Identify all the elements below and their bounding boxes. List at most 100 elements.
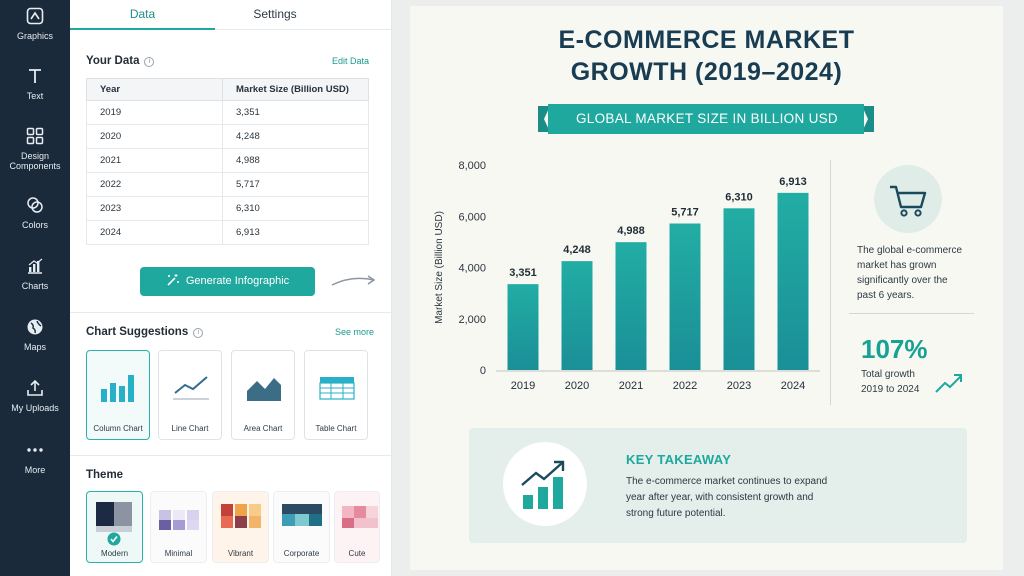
rail-item-charts[interactable]: Charts: [0, 257, 70, 313]
theme-swatch: [249, 516, 261, 528]
theme-swatch: [159, 510, 171, 520]
theme-vibrant[interactable]: Vibrant: [212, 491, 269, 563]
chart-card-line[interactable]: Line Chart: [158, 350, 222, 440]
y-tick-label: 0: [480, 365, 486, 377]
value-cell[interactable]: 4,988: [222, 148, 369, 173]
table-row[interactable]: 2021 4,988: [86, 148, 369, 173]
info-icon[interactable]: i: [144, 57, 155, 67]
rail-item-design-components[interactable]: Design Components: [0, 127, 70, 183]
rail-label: Charts: [21, 281, 49, 291]
year-cell[interactable]: 2020: [86, 124, 223, 149]
tab-data[interactable]: Data: [70, 0, 215, 30]
column-header-market-size: Market Size (Billion USD): [222, 78, 369, 101]
theme-swatch: [235, 516, 247, 528]
column-header-year: Year: [86, 78, 223, 101]
generate-infographic-button[interactable]: Generate Infographic: [140, 267, 315, 296]
table-row[interactable]: 2023 6,310: [86, 196, 369, 221]
theme-swatch: [114, 502, 132, 526]
section-divider: [70, 455, 392, 456]
data-label: 4,988: [617, 225, 645, 237]
rail-item-my-uploads[interactable]: My Uploads: [0, 379, 70, 435]
value-cell[interactable]: 6,310: [222, 196, 369, 221]
theme-swatch: [235, 504, 247, 516]
growth-caption: Total growth 2019 to 2024: [861, 369, 920, 395]
theme-swatch: [354, 506, 366, 518]
year-cell[interactable]: 2023: [86, 196, 223, 221]
rail-label: Text: [26, 91, 44, 101]
theme-modern[interactable]: Modern: [86, 491, 143, 563]
theme-swatch: [282, 514, 295, 526]
growth-percentage: 107%: [861, 334, 928, 364]
growth-chart-icon: [503, 442, 587, 526]
value-cell[interactable]: 6,913: [222, 220, 369, 245]
table-row[interactable]: 2019 3,351: [86, 100, 369, 125]
theme-swatch: [342, 506, 354, 518]
rail-label: Maps: [23, 342, 46, 352]
see-more-link[interactable]: See more: [335, 327, 375, 337]
x-tick-label: 2021: [619, 380, 643, 392]
infographic-title-line2: GROWTH (2019–2024): [570, 58, 843, 86]
theme-swatch: [342, 518, 354, 528]
year-cell[interactable]: 2022: [86, 172, 223, 197]
chart-suggestions-title: Chart Suggestions: [86, 326, 189, 338]
chart-suggestions-heading: Chart Suggestions i: [86, 326, 204, 338]
chart-card-area[interactable]: Area Chart: [231, 350, 295, 440]
value-cell[interactable]: 3,351: [222, 100, 369, 125]
table-row[interactable]: 2020 4,248: [86, 124, 369, 149]
table-chart-icon: [319, 377, 355, 400]
area-chart-icon: [247, 378, 281, 401]
value-cell[interactable]: 4,248: [222, 124, 369, 149]
theme-title: Theme: [86, 469, 124, 481]
column-chart[interactable]: 0 2,000 4,000 6,000 8,000 Market Size (Billio…: [420, 150, 830, 405]
edit-data-link[interactable]: Edit Data: [332, 56, 370, 66]
theme-swatch: [96, 526, 132, 532]
rail-item-maps[interactable]: Maps: [0, 318, 70, 374]
table-row[interactable]: 2024 6,913: [86, 220, 369, 245]
chart-card-column[interactable]: Column Chart: [86, 350, 150, 440]
bar-2020: [561, 261, 593, 370]
theme-label: Corporate: [283, 549, 320, 558]
value-cell[interactable]: 5,717: [222, 172, 369, 197]
year-cell[interactable]: 2021: [86, 148, 223, 173]
infographic-subtitle: GLOBAL MARKET SIZE IN BILLION USD: [576, 111, 838, 126]
bar-2021: [615, 242, 647, 370]
column-chart-icon: [101, 375, 134, 402]
theme-swatch: [221, 504, 233, 516]
magic-wand-icon: [167, 274, 179, 286]
table-row[interactable]: 2022 5,717: [86, 172, 369, 197]
theme-swatch: [249, 504, 261, 516]
tab-settings[interactable]: Settings: [253, 7, 297, 21]
colors-icon: [27, 197, 43, 213]
card-label: Table Chart: [315, 424, 357, 433]
maps-icon: [27, 319, 43, 335]
rail-item-graphics[interactable]: Graphics: [0, 7, 70, 63]
theme-cute[interactable]: Cute: [334, 491, 380, 563]
theme-swatch: [221, 516, 233, 528]
rail-item-text[interactable]: Text: [0, 67, 70, 123]
bar-2024: [777, 192, 809, 370]
section-divider: [70, 312, 392, 313]
info-icon[interactable]: i: [193, 328, 204, 338]
graphics-icon: [26, 7, 44, 25]
shopping-cart-icon: [874, 165, 942, 233]
theme-corporate[interactable]: Corporate: [273, 491, 330, 563]
bar-2019: [507, 284, 539, 370]
theme-label: Vibrant: [227, 549, 254, 558]
y-tick-label: 6,000: [458, 211, 486, 223]
rail-item-more[interactable]: More: [0, 441, 70, 497]
year-cell[interactable]: 2024: [86, 220, 223, 245]
theme-swatch: [366, 506, 378, 518]
selected-check-icon: [107, 532, 121, 546]
infographic-title-line1: E-COMMERCE MARKET: [558, 26, 855, 54]
rail-item-colors[interactable]: Colors: [0, 196, 70, 252]
year-cell[interactable]: 2019: [86, 100, 223, 125]
panel-tabs: Data Settings: [70, 0, 392, 30]
text-icon: [29, 69, 41, 83]
theme-minimal[interactable]: Minimal: [150, 491, 207, 563]
theme-label: Modern: [100, 549, 129, 558]
data-label: 3,351: [509, 267, 537, 279]
chart-card-table[interactable]: Table Chart: [304, 350, 368, 440]
theme-swatch: [96, 502, 114, 526]
arrow-right-icon: [331, 275, 376, 286]
bar-2023: [723, 208, 755, 370]
